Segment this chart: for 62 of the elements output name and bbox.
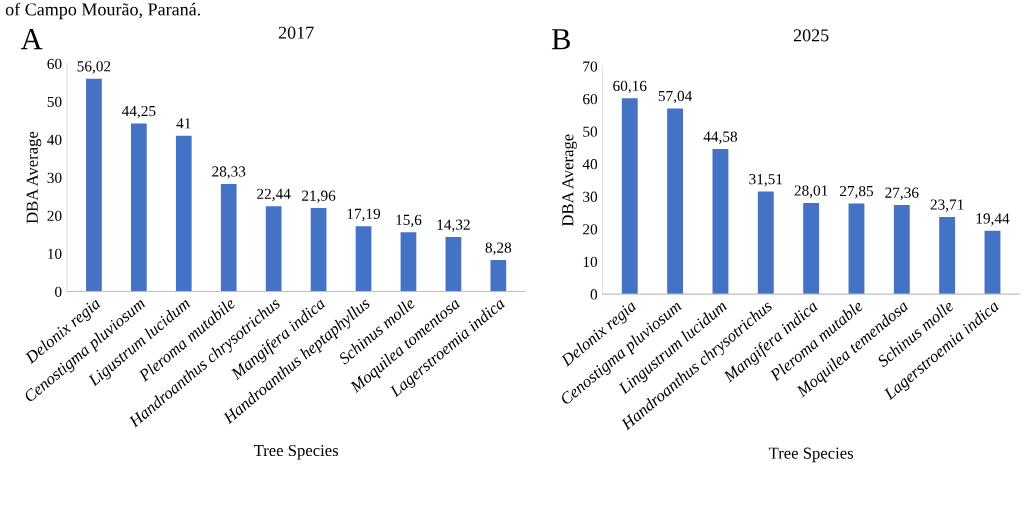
- y-tick-label: 60: [47, 58, 62, 70]
- y-tick-label: 70: [583, 61, 598, 72]
- data-label: 27,85: [839, 185, 874, 199]
- y-tick-label: 20: [583, 224, 598, 235]
- bar: [310, 208, 327, 292]
- y-tick-label: 10: [583, 256, 598, 268]
- bar: [86, 78, 102, 292]
- y-tick-label: 40: [582, 159, 598, 170]
- text: A: [20, 28, 43, 50]
- text: B: [551, 29, 570, 50]
- bar: [130, 123, 147, 292]
- bar: [220, 183, 237, 292]
- data-label: 23,71: [930, 199, 964, 212]
- data-label: 28,33: [212, 166, 246, 179]
- bar: [939, 216, 956, 295]
- bar: [848, 203, 865, 295]
- y-tick-label: 30: [583, 191, 598, 202]
- data-label: 15,6: [396, 214, 422, 228]
- y-tick-label: 0: [590, 289, 598, 300]
- data-label: 31,51: [749, 174, 783, 187]
- data-label: 8,28: [485, 242, 512, 255]
- data-label: 44,58: [703, 131, 738, 144]
- data-label: 21,96: [302, 190, 336, 204]
- data-label: 60,16: [613, 80, 647, 94]
- data-label: 41: [176, 118, 191, 129]
- bar: [893, 205, 910, 295]
- bar: [712, 149, 729, 295]
- y-tick-label: 40: [47, 134, 62, 146]
- data-label: 22,44: [257, 188, 291, 202]
- bar: [490, 260, 507, 292]
- y-tick-label: 50: [47, 96, 62, 108]
- y-tick-label: 50: [583, 126, 598, 137]
- data-label: 17,19: [347, 208, 381, 222]
- chart-title: 2017: [278, 26, 314, 39]
- x-axis-title: Tree Species: [768, 447, 854, 463]
- text: of Campo Mourão, Paraná.: [5, 2, 201, 20]
- data-label: 57,04: [658, 90, 693, 104]
- bar: [175, 135, 192, 292]
- y-axis-title: DBA Average: [562, 134, 577, 227]
- y-tick-label: 20: [47, 210, 62, 221]
- bar: [667, 108, 684, 295]
- bar: [984, 230, 1001, 295]
- bar: [803, 202, 820, 295]
- bar: [445, 237, 462, 292]
- data-label: 28,01: [794, 185, 828, 198]
- x-axis-title: Tree Species: [253, 444, 339, 460]
- y-tick-label: 30: [47, 172, 62, 183]
- data-label: 14,32: [437, 219, 470, 233]
- bar: [355, 226, 372, 292]
- bar: [400, 232, 417, 292]
- bar: [265, 206, 282, 292]
- y-tick-label: 10: [48, 248, 62, 259]
- chart-title: 2025: [793, 29, 829, 42]
- y-tick-label: 0: [55, 286, 62, 297]
- data-label: 27,36: [885, 187, 919, 200]
- bar: [621, 98, 638, 295]
- bar: [757, 191, 774, 295]
- data-label: 19,44: [976, 213, 1010, 226]
- y-axis-title: DBA Average: [26, 131, 42, 224]
- data-label: 44,25: [121, 105, 156, 119]
- data-label: 56,02: [77, 61, 111, 74]
- y-tick-label: 60: [583, 93, 598, 105]
